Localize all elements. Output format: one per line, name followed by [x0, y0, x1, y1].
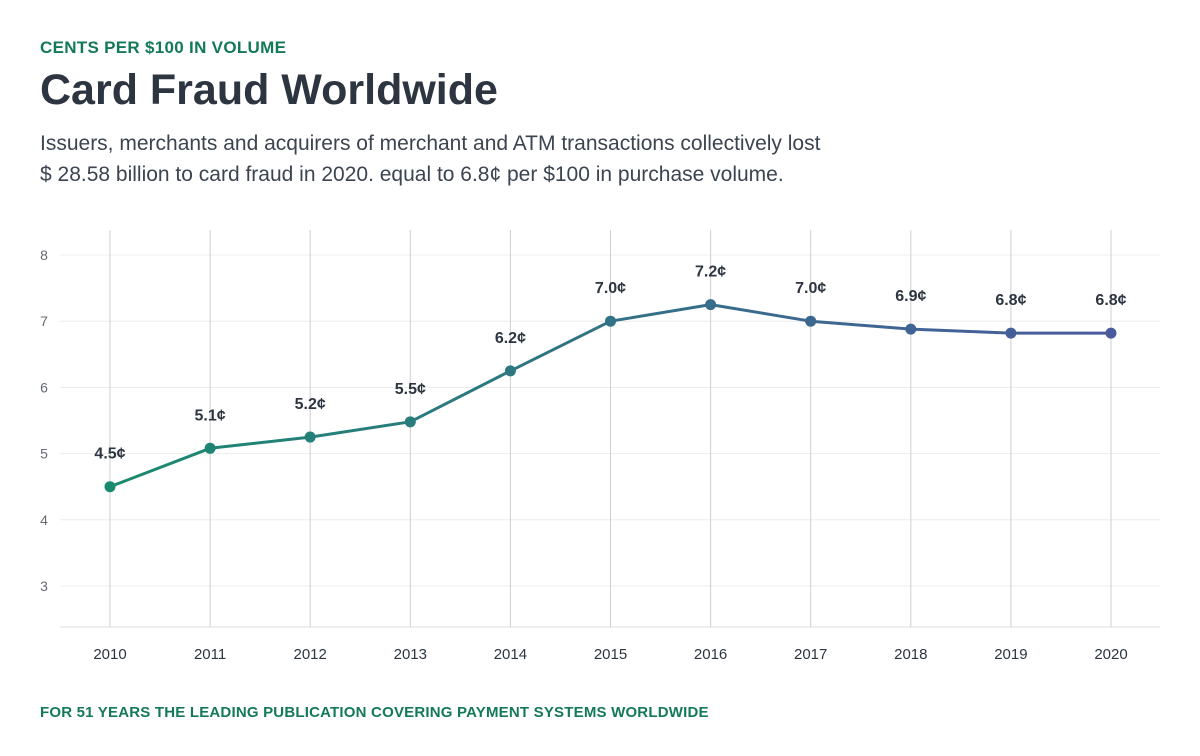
- y-tick-label: 7: [40, 313, 48, 329]
- data-label: 5.1¢: [195, 407, 226, 424]
- data-point: [404, 416, 416, 428]
- data-label: 7.2¢: [695, 264, 726, 281]
- data-point: [905, 323, 917, 335]
- chart-title: Card Fraud Worldwide: [40, 66, 498, 114]
- y-tick-label: 8: [40, 247, 48, 263]
- data-label: 6.8¢: [995, 292, 1026, 309]
- data-point: [1005, 327, 1017, 339]
- data-point: [1105, 327, 1117, 339]
- x-tick-label: 2010: [93, 646, 126, 663]
- data-point: [705, 299, 717, 311]
- data-point: [104, 481, 116, 493]
- data-label: 7.0¢: [795, 280, 826, 297]
- x-tick-label: 2017: [794, 646, 827, 663]
- data-point: [304, 431, 316, 443]
- data-point: [805, 315, 817, 327]
- y-tick-label: 4: [40, 512, 48, 528]
- x-tick-label: 2011: [194, 646, 226, 663]
- x-tick-label: 2018: [894, 646, 927, 663]
- chart-eyebrow: CENTS PER $100 IN VOLUME: [40, 38, 287, 57]
- y-axis-ticks: 3 4 5 6 7 8: [40, 247, 48, 594]
- data-point: [204, 442, 216, 454]
- data-labels: 4.5¢ 5.1¢ 5.2¢ 5.5¢ 6.2¢ 7.0¢ 7.2¢ 7.0¢ 6.9¢ 6.8¢…: [94, 264, 1126, 463]
- x-tick-label: 2020: [1094, 646, 1127, 663]
- data-label: 6.2¢: [495, 330, 526, 347]
- vertical-gridlines: [109, 230, 1112, 627]
- x-tick-label: 2015: [594, 646, 627, 663]
- subtitle-line-2: $ 28.58 billion to card fraud in 2020. e…: [40, 163, 784, 186]
- footer-tagline: FOR 51 YEARS THE LEADING PUBLICATION COV…: [40, 704, 709, 721]
- data-label: 4.5¢: [94, 446, 125, 463]
- data-points: [104, 299, 1117, 493]
- y-tick-label: 6: [40, 379, 48, 395]
- data-label: 6.9¢: [895, 288, 926, 305]
- data-label: 7.0¢: [595, 280, 626, 297]
- x-tick-label: 2012: [294, 646, 327, 663]
- x-tick-label: 2016: [694, 646, 727, 663]
- data-label: 5.2¢: [295, 396, 326, 413]
- data-label: 5.5¢: [395, 381, 426, 398]
- data-point: [504, 365, 516, 377]
- data-label: 6.8¢: [1095, 292, 1126, 309]
- y-tick-label: 3: [40, 578, 48, 594]
- x-tick-label: 2013: [394, 646, 427, 663]
- x-tick-label: 2019: [994, 646, 1027, 663]
- x-tick-label: 2014: [494, 646, 527, 663]
- data-point: [605, 315, 616, 327]
- y-tick-label: 5: [40, 446, 48, 462]
- chart-subtitle: Issuers, merchants and acquirers of merc…: [40, 128, 940, 190]
- x-axis-ticks: 2010 2011 2012 2013 2014 2015 2016 2017 2018 2019…: [93, 646, 1127, 663]
- subtitle-line-1: Issuers, merchants and acquirers of merc…: [40, 132, 821, 155]
